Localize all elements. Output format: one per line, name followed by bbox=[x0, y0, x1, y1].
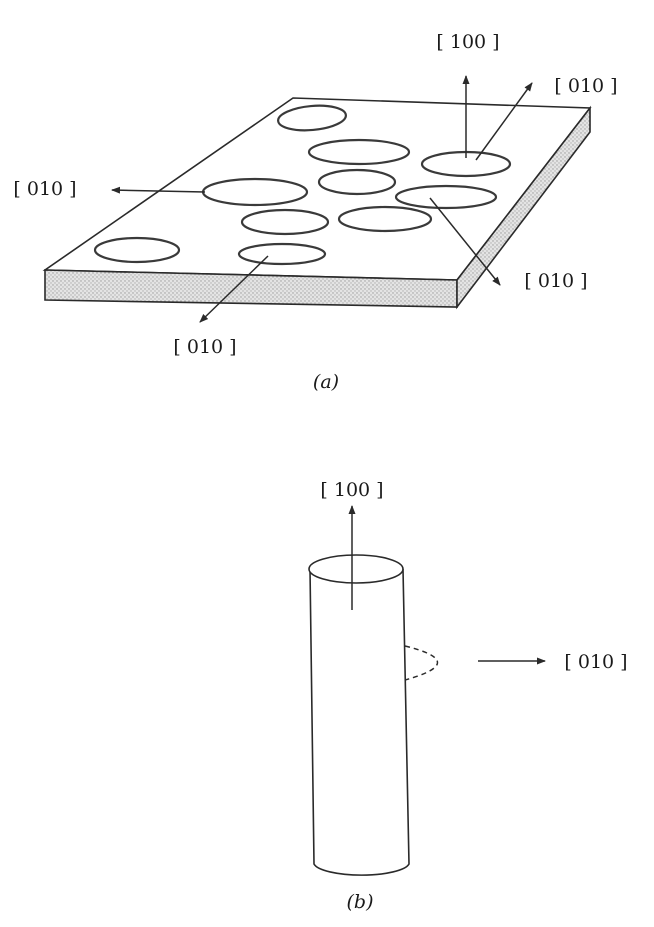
grain bbox=[337, 205, 433, 233]
arrow-left bbox=[111, 186, 206, 194]
label-axis-up: [ 100 ] bbox=[320, 479, 383, 501]
label-left: [ 010 ] bbox=[13, 178, 76, 200]
label-side: [ 010 ] bbox=[564, 651, 627, 673]
label-right-lower: [ 010 ] bbox=[524, 270, 587, 292]
label-front: [ 010 ] bbox=[173, 336, 236, 358]
side-dashed-lobe bbox=[404, 645, 438, 681]
cylinder-top-cap bbox=[308, 554, 404, 584]
grain bbox=[93, 236, 181, 264]
caption-a: (a) bbox=[313, 371, 339, 393]
grain bbox=[277, 104, 347, 132]
grain bbox=[201, 177, 309, 207]
panel-a: [ 100 ] [ 010 ] [ 010 ] [ 010 ] [ 010 ] … bbox=[13, 31, 617, 393]
grain bbox=[240, 208, 330, 236]
cylinder-body bbox=[309, 568, 410, 876]
panel-b: [ 100 ] [ 010 ] (b) bbox=[308, 479, 628, 913]
arrow-right-lower bbox=[429, 197, 501, 286]
slab-side-face bbox=[456, 105, 591, 310]
grain bbox=[307, 138, 411, 166]
arrow-upper-right bbox=[475, 82, 533, 161]
grains bbox=[93, 104, 512, 266]
arrow-front bbox=[199, 255, 269, 323]
grain bbox=[394, 184, 498, 210]
label-normal-up: [ 100 ] bbox=[436, 31, 499, 53]
grain bbox=[237, 242, 327, 266]
label-upper-right: [ 010 ] bbox=[554, 75, 617, 97]
grain bbox=[317, 168, 397, 196]
caption-b: (b) bbox=[347, 891, 374, 913]
